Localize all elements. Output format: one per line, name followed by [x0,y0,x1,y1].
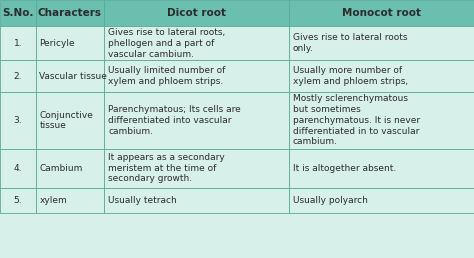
Bar [289,26,474,60]
Bar [104,149,289,188]
Bar [289,60,474,92]
Bar [36,92,104,149]
Bar [289,0,474,26]
Bar [289,92,474,149]
Text: Usually tetrach: Usually tetrach [108,196,177,205]
Bar [104,188,289,213]
Bar [289,149,474,188]
Text: Parenchymatous; Its cells are
differentiated into vascular
cambium.: Parenchymatous; Its cells are differenti… [108,105,241,136]
Bar [104,92,289,149]
Text: Mostly sclerenchymatous
but sometimes
parenchymatous. It is never
differentiated: Mostly sclerenchymatous but sometimes pa… [293,94,420,147]
Text: Pericyle: Pericyle [39,39,75,48]
Text: 3.: 3. [13,116,22,125]
Bar [36,60,104,92]
Text: xylem: xylem [39,196,67,205]
Bar [104,26,289,60]
Bar [0,92,36,149]
Bar [0,0,36,26]
Bar [104,0,289,26]
Bar [36,0,104,26]
Text: 2.: 2. [14,72,22,81]
Text: 1.: 1. [13,39,22,48]
Bar [104,60,289,92]
Bar [0,149,36,188]
Bar [0,60,36,92]
Text: Dicot root: Dicot root [167,8,226,18]
Text: Gives rise to lateral roots,
phellogen and a part of
vascular cambium.: Gives rise to lateral roots, phellogen a… [108,28,225,59]
Bar [36,149,104,188]
Text: S.No.: S.No. [2,8,34,18]
Text: It is altogether absent.: It is altogether absent. [293,164,396,173]
Bar [289,188,474,213]
Text: Usually more number of
xylem and phloem strips,: Usually more number of xylem and phloem … [293,67,408,86]
Bar [0,26,36,60]
Bar [36,188,104,213]
Text: Vascular tissue: Vascular tissue [39,72,107,81]
Text: 5.: 5. [13,196,22,205]
Bar [36,26,104,60]
Text: 4.: 4. [14,164,22,173]
Text: Characters: Characters [38,8,102,18]
Text: Gives rise to lateral roots
only.: Gives rise to lateral roots only. [293,34,408,53]
Text: It appears as a secondary
meristem at the time of
secondary growth.: It appears as a secondary meristem at th… [108,153,225,183]
Bar [0,188,36,213]
Text: Conjunctive
tissue: Conjunctive tissue [39,111,93,130]
Text: Usually limited number of
xylem and phloem strips.: Usually limited number of xylem and phlo… [108,67,226,86]
Text: Usually polyarch: Usually polyarch [293,196,368,205]
Text: Cambium: Cambium [39,164,83,173]
Text: Monocot root: Monocot root [342,8,421,18]
